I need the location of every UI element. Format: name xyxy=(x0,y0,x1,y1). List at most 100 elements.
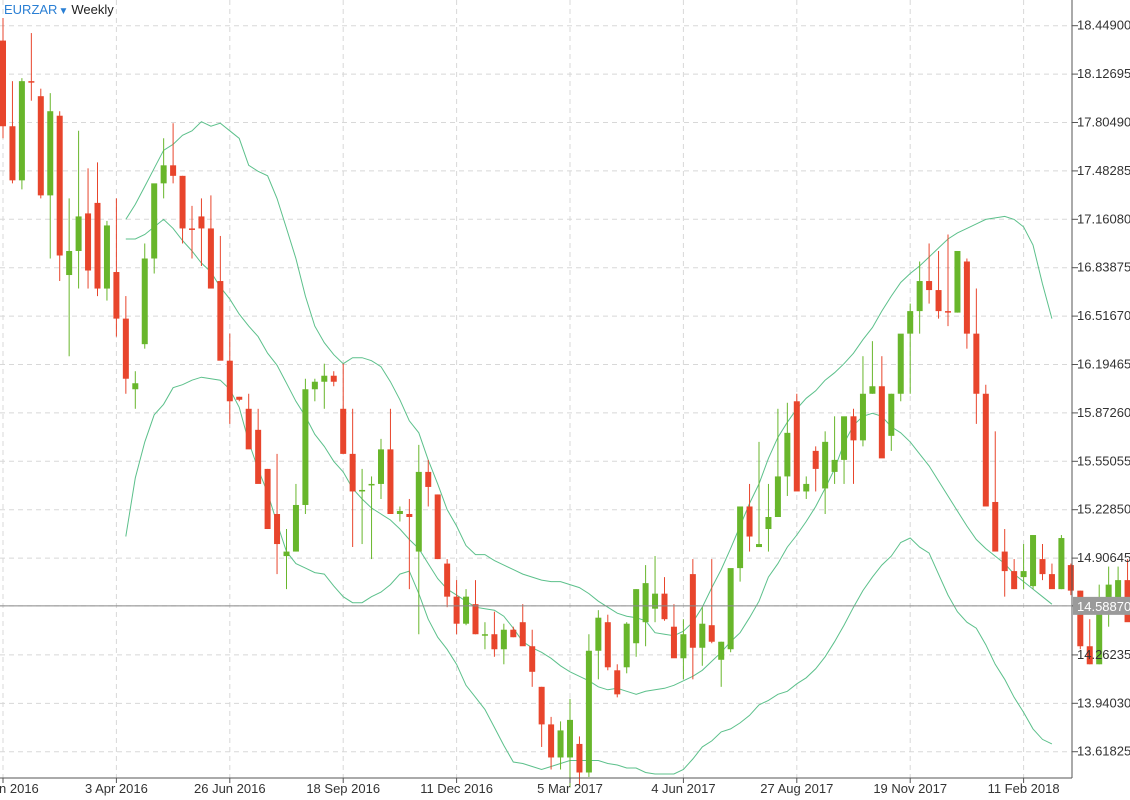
candle-down xyxy=(973,333,980,394)
x-tick-label: 26 Jun 2016 xyxy=(194,781,266,796)
x-tick-label: 11 Feb 2018 xyxy=(988,781,1060,796)
candle-down xyxy=(661,593,668,620)
y-tick-label: 17.80490 xyxy=(1077,115,1130,130)
candle-up xyxy=(633,589,640,644)
x-tick-label: 10 Jan 2016 xyxy=(0,781,39,796)
candle-up xyxy=(718,641,725,660)
candle-down xyxy=(793,401,800,492)
candle-down xyxy=(255,429,262,484)
candle-up xyxy=(784,432,791,477)
candle-up xyxy=(642,583,649,623)
candle-down xyxy=(198,216,205,229)
candle-down xyxy=(56,115,63,256)
candle-down xyxy=(444,563,451,597)
candle-up xyxy=(699,623,706,648)
candle-down xyxy=(538,686,545,725)
candle-up xyxy=(500,629,507,650)
candle-up xyxy=(803,483,810,492)
y-tick-label: 13.61825 xyxy=(1077,744,1130,759)
candle-up xyxy=(774,476,781,517)
candle-up xyxy=(75,216,82,251)
candle-down xyxy=(207,228,214,289)
candle-up xyxy=(160,165,167,184)
candle-down xyxy=(1001,551,1008,572)
candle-up xyxy=(368,483,375,486)
candle-up xyxy=(302,389,309,505)
candle-down xyxy=(28,81,35,83)
timeframe-label[interactable]: Weekly xyxy=(71,2,114,17)
symbol-dropdown-icon[interactable]: ▼ xyxy=(58,6,69,17)
candle-down xyxy=(945,311,951,313)
y-tick-label: 16.51670 xyxy=(1077,308,1130,323)
y-tick-label: 13.94030 xyxy=(1077,695,1130,710)
candle-down xyxy=(453,596,460,624)
candle-down xyxy=(85,213,92,271)
candle-up xyxy=(652,593,659,609)
candle-up xyxy=(378,449,384,484)
x-tick-label: 4 Jun 2017 xyxy=(651,781,715,796)
candle-up xyxy=(311,381,318,390)
candle-down xyxy=(812,450,819,469)
candle-down xyxy=(245,408,252,450)
candle-up xyxy=(103,225,110,289)
candle-up xyxy=(1096,610,1103,665)
candle-down xyxy=(340,408,347,454)
candle-down xyxy=(472,604,479,635)
candle-down xyxy=(9,126,16,181)
candle-up xyxy=(151,183,158,259)
candle-down xyxy=(510,629,517,638)
candle-down xyxy=(548,724,555,758)
y-tick-label: 15.22850 xyxy=(1077,502,1130,517)
candle-up xyxy=(623,623,630,668)
candle-down xyxy=(387,449,394,514)
candle-down xyxy=(1077,590,1084,647)
candle-down xyxy=(122,318,129,379)
candle-down xyxy=(708,625,715,642)
candle-up xyxy=(481,634,488,636)
candle-up xyxy=(415,471,422,552)
current-price-label: 14.58870 xyxy=(1077,599,1130,614)
candle-down xyxy=(982,393,989,507)
candle-up xyxy=(557,730,564,758)
symbol-label[interactable]: EURZAR xyxy=(4,2,58,17)
candle-down xyxy=(37,96,44,196)
candle-down xyxy=(1086,646,1093,665)
candle-down xyxy=(434,494,441,560)
candle-up xyxy=(66,250,73,276)
candle-down xyxy=(746,506,753,537)
y-tick-label: 15.87260 xyxy=(1077,405,1130,420)
y-tick-label: 16.19465 xyxy=(1077,357,1130,372)
candle-down xyxy=(113,272,120,319)
candle-up xyxy=(1020,571,1027,578)
upper-band xyxy=(125,121,1053,637)
candle-down xyxy=(963,261,970,334)
candle-up xyxy=(141,258,148,345)
candle-up xyxy=(1030,535,1037,587)
candle-up xyxy=(822,441,829,489)
chart-header[interactable]: EURZAR▼ Weekly xyxy=(4,2,114,17)
candle-down xyxy=(935,290,942,312)
candle-up xyxy=(595,617,602,651)
candle-down xyxy=(1048,574,1055,590)
candle-down xyxy=(670,626,677,659)
candle-down xyxy=(349,453,356,492)
x-tick-label: 19 Nov 2017 xyxy=(873,781,947,796)
candle-up xyxy=(907,311,914,334)
candle-down xyxy=(491,634,498,650)
x-tick-label: 5 Mar 2017 xyxy=(537,781,603,796)
candle-down xyxy=(850,416,857,441)
candle-down xyxy=(519,622,526,647)
y-tick-label: 18.44900 xyxy=(1077,18,1130,33)
candle-up xyxy=(1115,580,1122,602)
candles xyxy=(0,18,1130,788)
candle-up xyxy=(463,596,470,624)
candle-down xyxy=(878,386,885,459)
y-tick-label: 16.83875 xyxy=(1077,260,1130,275)
candle-up xyxy=(132,383,139,390)
candle-down xyxy=(179,175,186,229)
candle-down xyxy=(689,574,696,648)
gridlines xyxy=(0,0,1072,778)
candle-up xyxy=(916,281,923,312)
